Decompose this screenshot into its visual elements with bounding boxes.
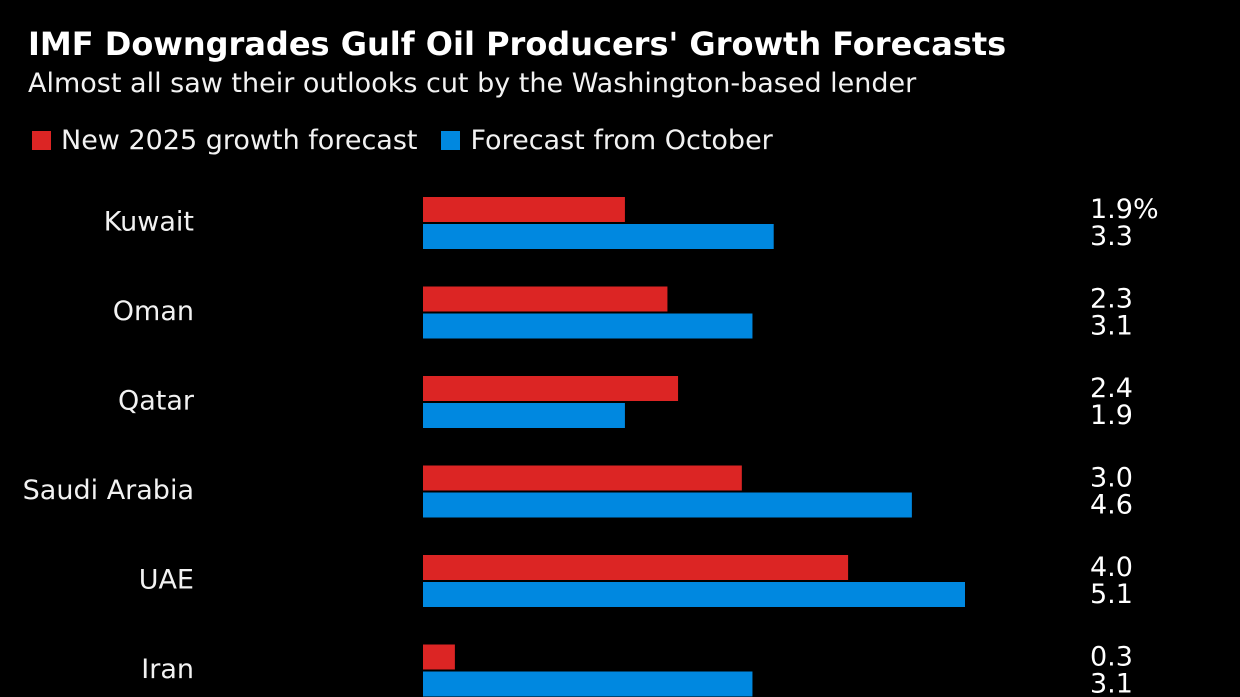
chart-title: IMF Downgrades Gulf Oil Producers' Growt… [28, 25, 1007, 63]
legend-swatch-october-forecast [441, 130, 461, 150]
value-label-qatar-new-forecast: 2.4 [1090, 373, 1133, 404]
value-label-iran-october-forecast: 3.1 [1090, 669, 1133, 697]
bar-uae-october-forecast [423, 582, 965, 607]
legend-swatch-new-forecast [32, 130, 51, 150]
category-label-uae: UAE [139, 565, 194, 596]
value-label-iran-new-forecast: 0.3 [1090, 642, 1133, 673]
bar-kuwait-october-forecast [423, 224, 774, 249]
bar-saudi-arabia-new-forecast [423, 465, 742, 491]
chart-subtitle: Almost all saw their outlooks cut by the… [28, 68, 917, 99]
bar-qatar-october-forecast [423, 403, 625, 428]
value-label-uae-new-forecast: 4.0 [1090, 552, 1133, 583]
bar-iran-new-forecast [423, 644, 455, 670]
bar-qatar-new-forecast [423, 376, 679, 401]
legend-item-october-forecast: Forecast from October [441, 124, 773, 156]
category-label-saudi-arabia: Saudi Arabia [23, 475, 194, 506]
bar-oman-october-forecast [423, 313, 753, 339]
value-label-oman-new-forecast: 2.3 [1090, 284, 1133, 315]
legend-label-new-forecast: New 2025 growth forecast [61, 124, 418, 156]
bar-oman-new-forecast [423, 286, 668, 312]
legend-label-october-forecast: Forecast from October [470, 124, 773, 156]
bar-iran-october-forecast [423, 671, 753, 697]
category-label-qatar: Qatar [118, 386, 195, 417]
value-label-uae-october-forecast: 5.1 [1090, 579, 1133, 610]
legend-item-new-forecast: New 2025 growth forecast [32, 125, 417, 156]
bar-kuwait-new-forecast [423, 197, 625, 222]
value-label-saudi-arabia-october-forecast: 4.6 [1090, 490, 1133, 521]
category-label-kuwait: Kuwait [104, 207, 194, 238]
category-label-oman: Oman [113, 296, 194, 327]
value-label-kuwait-new-forecast: 1.9% [1090, 194, 1159, 225]
bar-saudi-arabia-october-forecast [423, 492, 912, 518]
legend: New 2025 growth forecast Forecast from O… [32, 122, 797, 158]
bar-uae-new-forecast [423, 555, 849, 580]
category-label-iran: Iran [141, 654, 194, 685]
value-label-kuwait-october-forecast: 3.3 [1090, 221, 1133, 252]
value-label-oman-october-forecast: 3.1 [1090, 311, 1133, 342]
value-label-qatar-october-forecast: 1.9 [1090, 400, 1133, 431]
value-label-saudi-arabia-new-forecast: 3.0 [1090, 463, 1133, 494]
